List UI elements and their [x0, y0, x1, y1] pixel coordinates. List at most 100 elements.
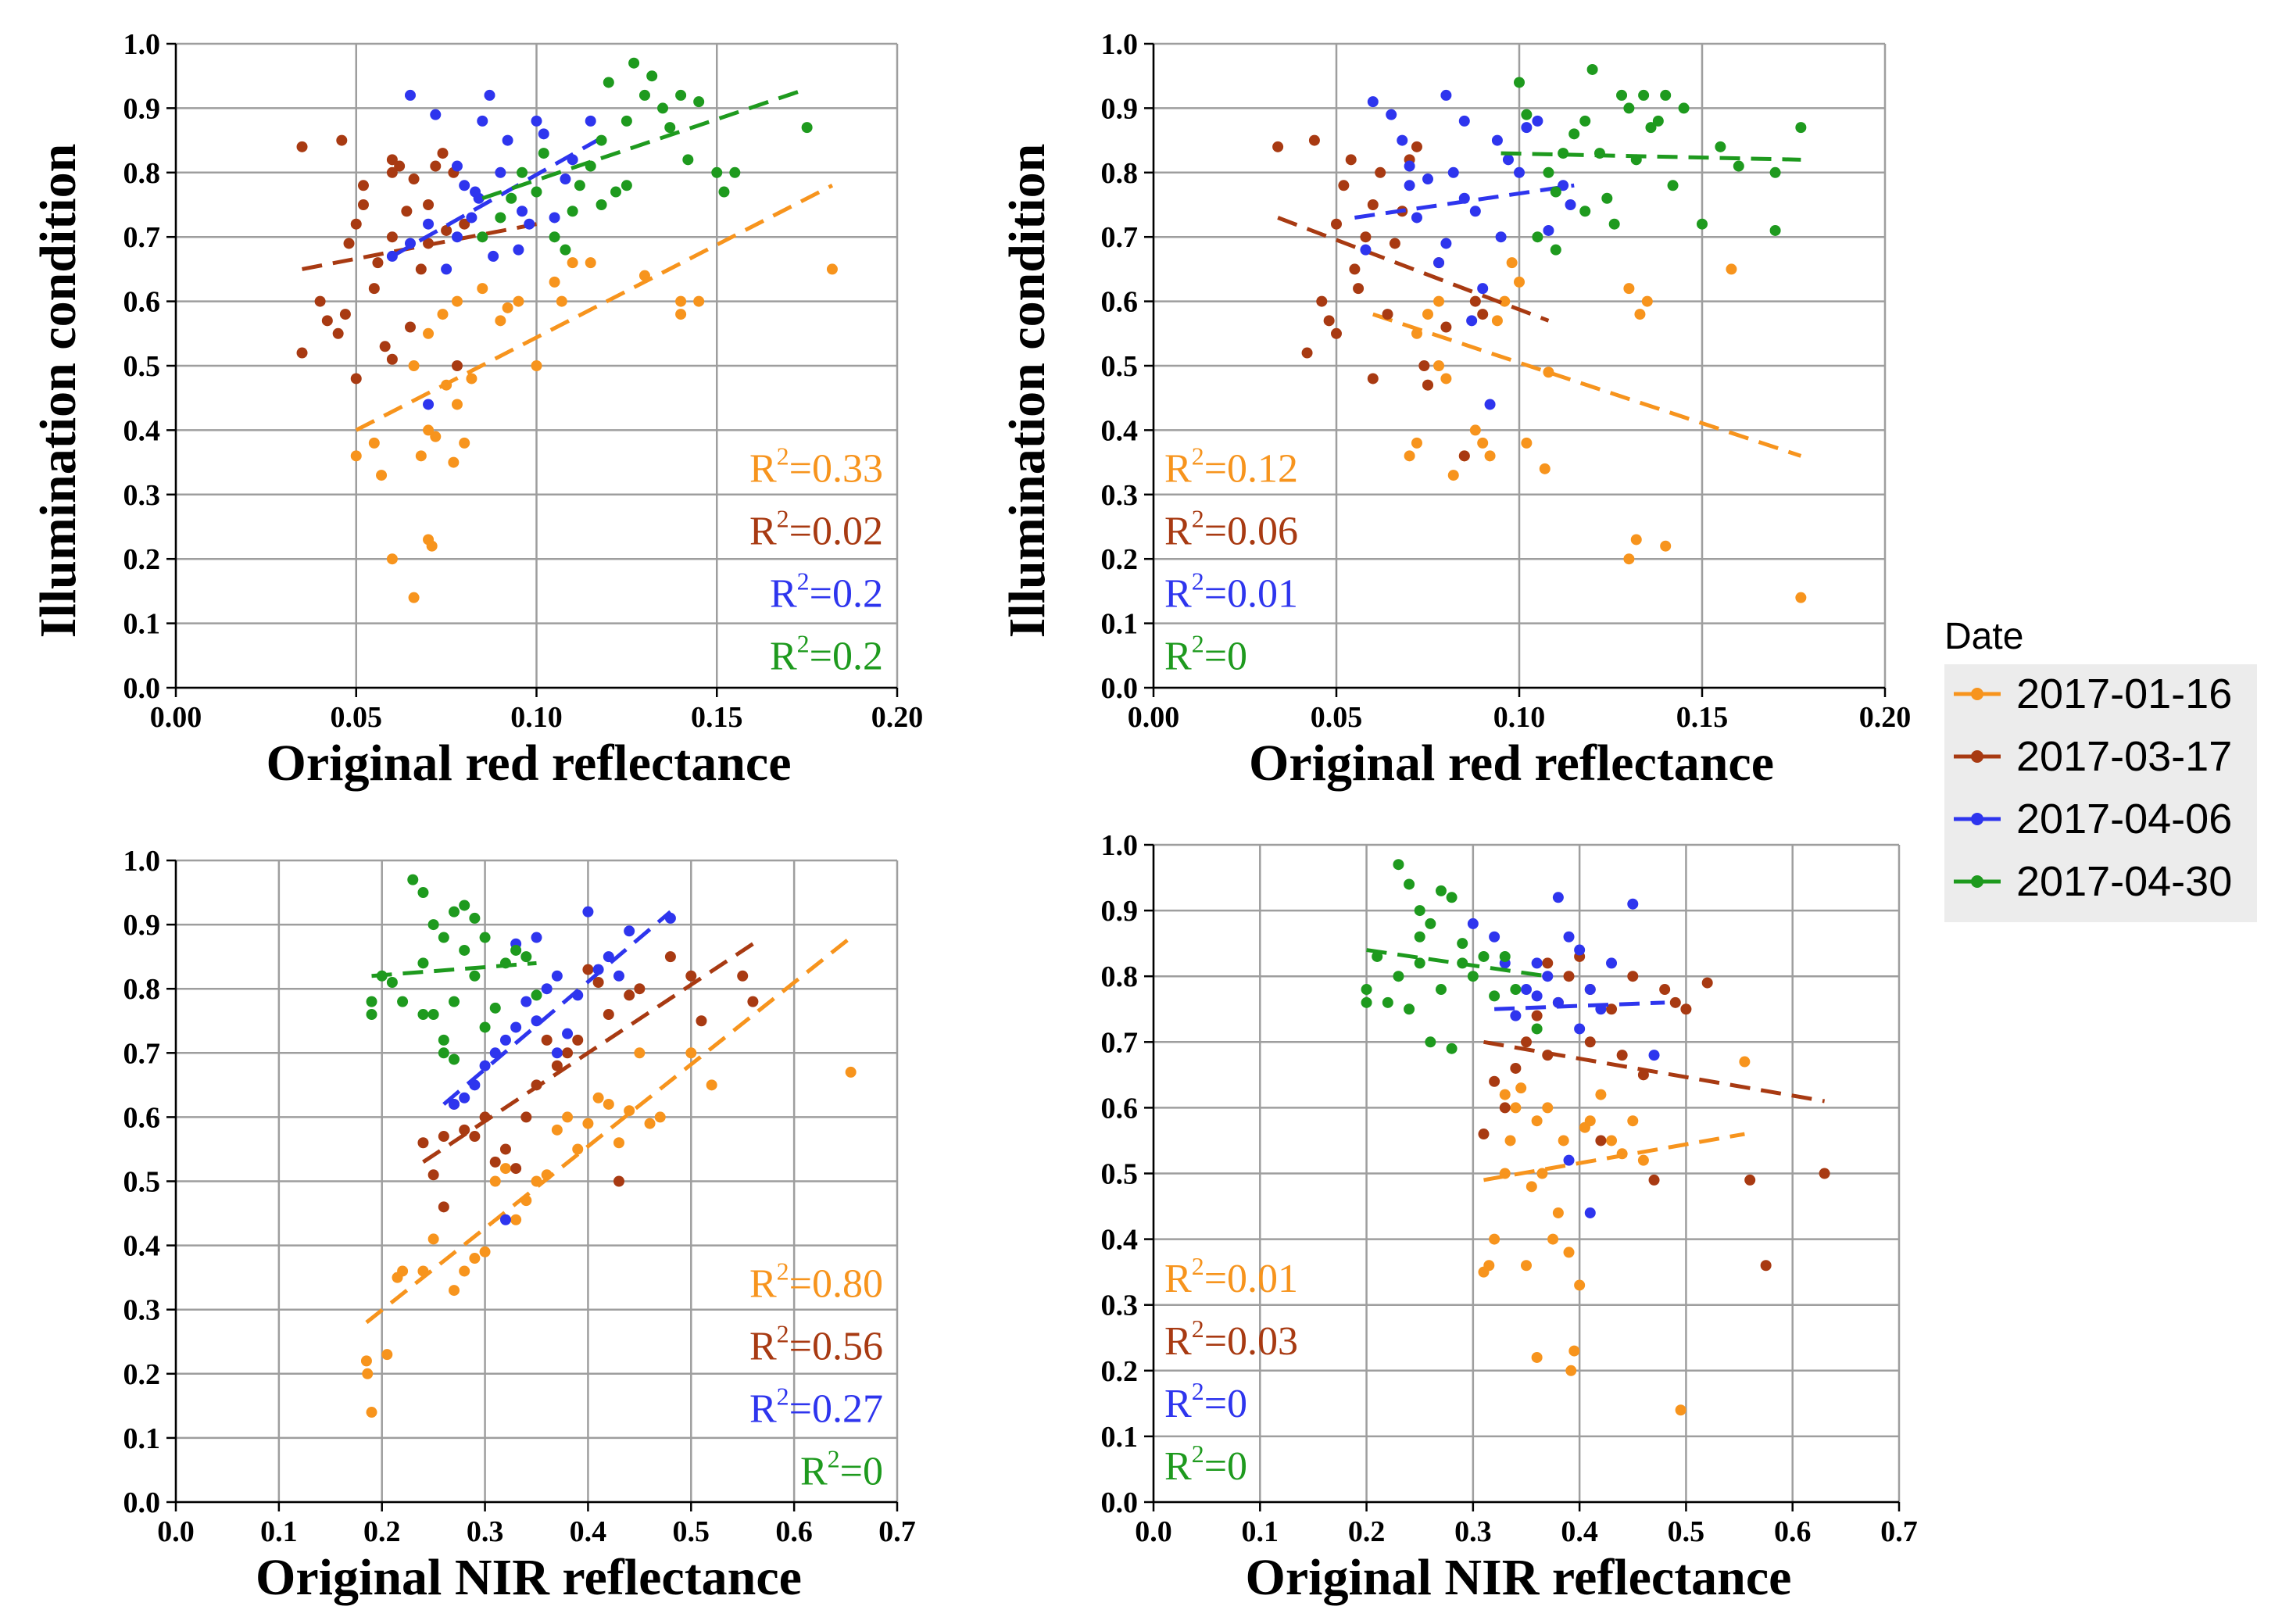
data-point: [417, 1009, 429, 1021]
data-point: [343, 238, 355, 249]
data-point: [685, 1047, 697, 1059]
y-tick-label: 0.2: [1101, 543, 1139, 576]
data-point: [366, 996, 377, 1007]
series-2017-03-17: [1272, 134, 1550, 462]
data-point: [1404, 160, 1415, 172]
data-point: [466, 212, 478, 224]
data-point: [448, 456, 460, 468]
y-tick-label: 0.8: [1101, 157, 1139, 190]
data-point: [506, 192, 517, 204]
data-point: [489, 1175, 501, 1187]
legend-label: 2017-01-16: [2016, 671, 2232, 717]
x-tick-label: 0.00: [1128, 701, 1180, 734]
data-point: [1521, 1260, 1532, 1272]
legend-swatch-dot: [1971, 750, 1983, 763]
data-point: [1531, 957, 1543, 969]
data-point: [441, 224, 452, 236]
y-tick-label: 0.4: [1101, 414, 1139, 447]
data-point: [381, 1349, 393, 1361]
data-point: [1638, 89, 1650, 101]
data-point: [1542, 1102, 1554, 1114]
data-point: [1601, 192, 1613, 204]
data-point: [1478, 1129, 1490, 1140]
data-point: [592, 976, 604, 988]
data-point: [592, 1092, 604, 1104]
data-point: [1531, 1010, 1543, 1021]
legend-title: Date: [1944, 616, 2023, 657]
data-point: [438, 1034, 449, 1046]
x-tick-label: 0.5: [673, 1515, 710, 1548]
data-point: [531, 360, 542, 371]
y-tick-label: 0.4: [123, 414, 161, 447]
data-point: [1440, 89, 1452, 101]
data-point: [1531, 1115, 1543, 1127]
data-point: [321, 315, 333, 327]
data-point: [1532, 231, 1543, 243]
data-point: [1331, 218, 1342, 230]
data-point: [531, 186, 542, 198]
data-point: [1404, 180, 1415, 191]
data-point: [1477, 283, 1489, 295]
data-point: [1675, 1404, 1686, 1416]
r2-annotation: R2=0: [1164, 1440, 1247, 1489]
data-point: [427, 1233, 439, 1245]
data-point: [1499, 295, 1511, 307]
data-point: [372, 257, 384, 269]
data-point: [1467, 918, 1479, 929]
data-point: [407, 874, 419, 885]
data-point: [1563, 1154, 1575, 1166]
data-point: [1579, 206, 1591, 217]
data-point: [646, 70, 658, 82]
data-point: [1552, 1207, 1564, 1218]
fit-line: [1500, 151, 1801, 162]
y-tick-label: 0.1: [123, 608, 161, 641]
y-tick-label: 1.0: [1101, 829, 1139, 862]
data-point: [634, 983, 646, 995]
data-point: [350, 218, 362, 230]
data-point: [386, 353, 398, 365]
series-2017-01-16: [1372, 257, 1807, 603]
fit-line: [1483, 1132, 1745, 1182]
data-point: [737, 970, 749, 982]
data-point: [1506, 257, 1518, 269]
data-point: [1568, 128, 1580, 140]
data-point: [624, 925, 635, 937]
data-point: [489, 1002, 501, 1014]
data-point: [1542, 957, 1554, 969]
data-point: [1579, 115, 1591, 127]
data-point: [466, 373, 478, 385]
y-tick-label: 0.9: [1101, 92, 1139, 125]
data-point: [469, 970, 481, 982]
series-2017-04-30: [477, 57, 813, 256]
data-point: [541, 983, 553, 995]
data-point: [1521, 1036, 1532, 1048]
legend: Date 2017-01-16 2017-03-17 2017-04-06 2017-…: [1944, 616, 2257, 922]
data-point: [296, 141, 308, 152]
data-point: [404, 89, 416, 101]
data-point: [1715, 141, 1726, 152]
legend-item: 2017-04-30: [1954, 858, 2232, 905]
series-2017-04-30: [366, 874, 542, 1065]
data-point: [1623, 283, 1635, 295]
data-point: [644, 1118, 656, 1129]
data-point: [1386, 109, 1397, 120]
data-point: [336, 134, 348, 146]
data-point: [628, 57, 640, 69]
data-point: [1404, 1003, 1415, 1015]
data-point: [423, 327, 435, 339]
data-point: [1660, 89, 1672, 101]
data-point: [1563, 931, 1575, 943]
data-point: [574, 180, 585, 191]
x-tick-label: 0.1: [260, 1515, 298, 1548]
data-point: [1495, 231, 1507, 243]
data-point: [1521, 109, 1533, 120]
data-point: [314, 295, 326, 307]
data-point: [499, 1214, 511, 1225]
data-point: [538, 128, 549, 140]
data-point: [1272, 141, 1284, 152]
data-point: [477, 231, 488, 243]
data-point: [1411, 141, 1422, 152]
y-tick-label: 0.9: [123, 909, 161, 942]
data-point: [1411, 437, 1422, 449]
data-point: [541, 1034, 553, 1046]
